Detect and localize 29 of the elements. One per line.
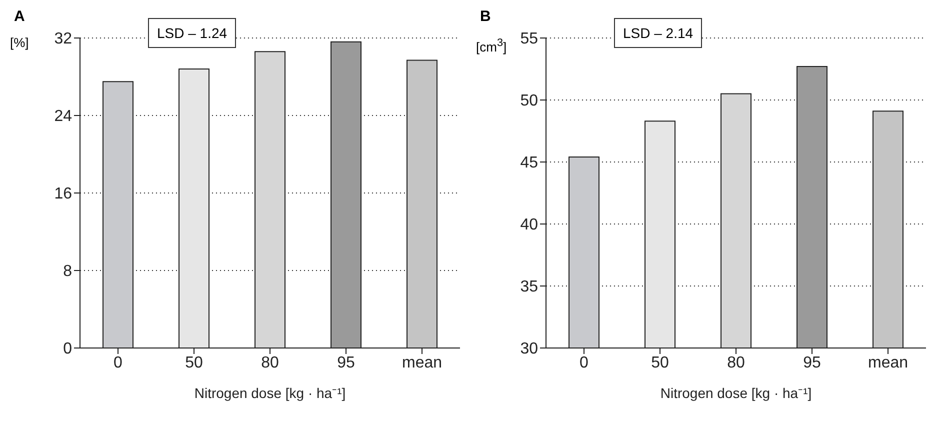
y-tick-label: 45 bbox=[520, 154, 538, 172]
y-tick-label: 8 bbox=[63, 263, 72, 280]
y-tick-label: 35 bbox=[520, 278, 538, 296]
x-tick-label: 95 bbox=[803, 354, 821, 372]
chart-title: B bbox=[480, 8, 491, 25]
y-tick-label: 40 bbox=[520, 216, 538, 234]
y-tick-label: 24 bbox=[54, 108, 72, 126]
y-tick-label: 0 bbox=[63, 340, 72, 358]
y-tick-label: 16 bbox=[54, 186, 72, 203]
x-tick-label: 0 bbox=[114, 354, 123, 372]
x-tick-label: 0 bbox=[580, 354, 589, 372]
y-tick-label: 55 bbox=[520, 30, 538, 48]
y-tick-label: 30 bbox=[520, 340, 538, 358]
x-axis-title: Nitrogen dose [kg · ha⁻¹] bbox=[660, 385, 812, 401]
chart-title: A bbox=[14, 8, 25, 25]
x-tick-label: mean bbox=[868, 354, 908, 372]
y-tick-label: 32 bbox=[54, 30, 72, 48]
x-tick-label: mean bbox=[402, 354, 442, 372]
x-tick-label: 95 bbox=[337, 354, 355, 372]
y-axis-title: [%] bbox=[10, 34, 29, 52]
y-axis-title: [cm$^{3}$] bbox=[476, 36, 507, 56]
annotation: LSD – 1.24 bbox=[148, 18, 236, 48]
x-tick-label: 80 bbox=[727, 354, 745, 372]
x-tick-label: 80 bbox=[261, 354, 279, 372]
x-tick-label: 50 bbox=[185, 354, 203, 372]
x-tick-label: 50 bbox=[651, 354, 669, 372]
annotation: LSD – 2.14 bbox=[614, 18, 702, 48]
y-tick-label: 50 bbox=[520, 92, 538, 110]
x-axis-title: Nitrogen dose [kg · ha⁻¹] bbox=[194, 385, 346, 401]
